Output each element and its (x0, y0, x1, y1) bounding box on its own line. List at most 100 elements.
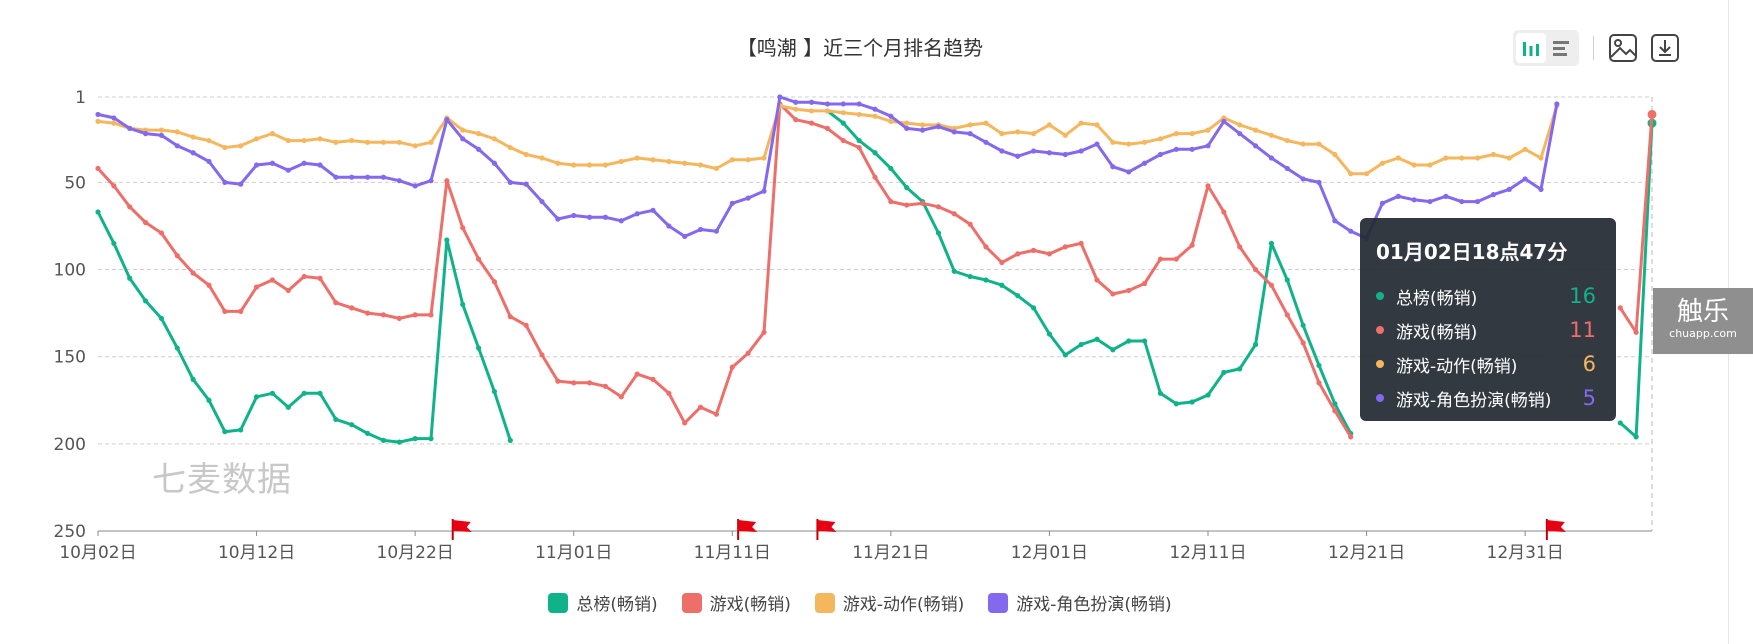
data-point (523, 322, 529, 328)
data-point (1126, 141, 1132, 147)
data-point (158, 127, 165, 133)
data-point (491, 388, 498, 395)
data-point (1332, 218, 1338, 224)
data-point (1141, 280, 1148, 287)
data-point (1252, 127, 1259, 133)
data-point (396, 439, 402, 445)
data-point (444, 178, 450, 184)
tooltip-series-name: 游戏-角色扮演(畅销) (1396, 390, 1552, 411)
event-flag-icon[interactable] (816, 519, 837, 540)
data-point (983, 277, 989, 283)
data-point (1062, 151, 1068, 158)
x-tick-label: 10月02日 (59, 543, 136, 563)
legend-item[interactable]: 游戏-动作(畅销) (814, 590, 964, 615)
data-point (840, 110, 846, 116)
tooltip-row: 游戏-角色扮演(畅销) 5 (1376, 381, 1600, 415)
save-image-button[interactable] (1607, 32, 1639, 64)
data-point (460, 301, 466, 308)
data-point (269, 277, 276, 283)
data-point (111, 240, 117, 247)
data-point (666, 223, 672, 229)
data-point (713, 411, 720, 417)
data-point (713, 228, 720, 234)
data-point (586, 162, 593, 168)
event-flag-icon[interactable] (737, 519, 758, 540)
y-tick-label: 100 (54, 261, 86, 281)
legend-item[interactable]: 游戏(畅销) (681, 590, 791, 615)
legend-label: 游戏(畅销) (709, 595, 791, 615)
data-point (1078, 341, 1084, 348)
data-point (650, 157, 656, 163)
data-point (1173, 256, 1179, 262)
event-flag-icon[interactable] (1545, 519, 1566, 540)
x-tick-label: 11月11日 (694, 543, 771, 563)
data-point (666, 158, 672, 165)
legend-item[interactable]: 总榜(畅销) (548, 590, 658, 615)
data-point (872, 174, 878, 180)
data-point (1332, 408, 1338, 414)
data-point (1078, 120, 1084, 126)
data-point (1221, 369, 1227, 375)
data-point (111, 115, 117, 121)
data-point (333, 139, 339, 145)
data-point (1205, 183, 1211, 189)
data-point (1030, 131, 1037, 137)
data-point (475, 146, 482, 152)
data-point (618, 218, 624, 224)
data-point (1395, 155, 1401, 161)
data-point (1015, 129, 1021, 135)
data-point (1046, 122, 1053, 128)
bar-view-button[interactable] (1516, 33, 1546, 63)
download-icon (1651, 34, 1679, 62)
data-point (158, 230, 165, 236)
data-point (983, 120, 989, 126)
data-point (507, 144, 513, 151)
data-point (1205, 127, 1211, 133)
data-point (285, 137, 291, 144)
data-point (935, 204, 942, 210)
data-point (301, 160, 307, 166)
chuapp-badge[interactable]: 触乐 chuapp.com (1653, 288, 1753, 354)
watermark: 七麦数据 (152, 460, 292, 500)
data-point (1110, 139, 1116, 145)
data-point (1459, 198, 1465, 205)
list-view-button[interactable] (1546, 33, 1576, 63)
data-point (317, 390, 323, 396)
data-point (222, 308, 228, 314)
data-point (951, 211, 957, 217)
data-point (777, 94, 783, 100)
data-point (1252, 266, 1259, 273)
series-dot-icon (1376, 360, 1384, 368)
data-point (238, 308, 244, 314)
data-point (349, 422, 355, 428)
legend-swatch-icon (548, 592, 569, 613)
data-point (872, 106, 878, 112)
list-view-icon (1553, 41, 1569, 56)
download-button[interactable] (1649, 32, 1681, 64)
data-point (1126, 169, 1132, 175)
data-point (1046, 331, 1053, 337)
data-point (571, 380, 577, 386)
data-point (808, 108, 815, 114)
data-point (1633, 329, 1639, 335)
data-point (888, 198, 894, 205)
data-point (1459, 155, 1465, 161)
data-point (618, 158, 624, 165)
y-tick-label: 50 (64, 173, 86, 193)
tooltip-series-value: 11 (1569, 318, 1596, 342)
data-point (364, 430, 371, 436)
tooltip-title: 01月02日18点47分 (1376, 240, 1568, 264)
legend-item[interactable]: 游戏-角色扮演(畅销) (988, 590, 1172, 615)
data-point (1094, 277, 1100, 283)
series-line-4 (96, 95, 1559, 240)
event-flag-icon[interactable] (451, 519, 472, 540)
data-point (555, 216, 561, 222)
series-dot-icon (1376, 394, 1384, 402)
data-point (222, 144, 228, 151)
data-point (1173, 401, 1179, 407)
data-point (1300, 141, 1306, 147)
data-point (935, 124, 942, 130)
data-point (1078, 148, 1084, 154)
data-point (206, 397, 212, 403)
tooltip-series-name: 游戏(畅销) (1396, 322, 1478, 343)
